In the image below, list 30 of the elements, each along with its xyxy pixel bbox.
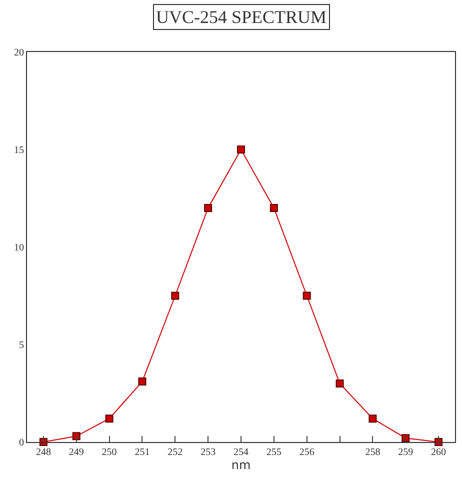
x-tick-label: 260 — [431, 447, 446, 458]
x-axis-title: nm — [231, 458, 251, 472]
x-tick-label: 259 — [398, 447, 414, 458]
y-tick-label: 20 — [14, 48, 24, 58]
point — [204, 204, 212, 212]
x-tick-label: 256 — [299, 447, 314, 458]
point — [237, 146, 245, 154]
point — [72, 432, 80, 440]
point — [270, 204, 278, 212]
point — [368, 414, 377, 423]
y-tick-label: 10 — [14, 242, 24, 254]
x-tick-label: 250 — [102, 447, 117, 458]
x-tick-label: 249 — [68, 447, 84, 458]
x-tick-label: 255 — [266, 447, 282, 458]
point — [302, 292, 311, 300]
point — [171, 292, 180, 300]
x-tick-label: 253 — [200, 447, 216, 458]
x-tick-label: 252 — [168, 447, 183, 458]
y-tick-label: 5 — [19, 340, 24, 351]
point — [138, 378, 146, 386]
point — [402, 434, 410, 442]
point — [105, 414, 114, 423]
x-tick-label: 248 — [36, 447, 51, 458]
x-tick-label: 251 — [134, 447, 150, 458]
y-tick-label: 0 — [19, 438, 24, 448]
chart-title: UVC-254 SPECTRUM — [156, 7, 327, 27]
x-tick-label: 258 — [365, 447, 380, 458]
y-tick-label: 15 — [14, 145, 24, 156]
point — [336, 380, 344, 388]
x-tick-label: 254 — [234, 447, 248, 458]
